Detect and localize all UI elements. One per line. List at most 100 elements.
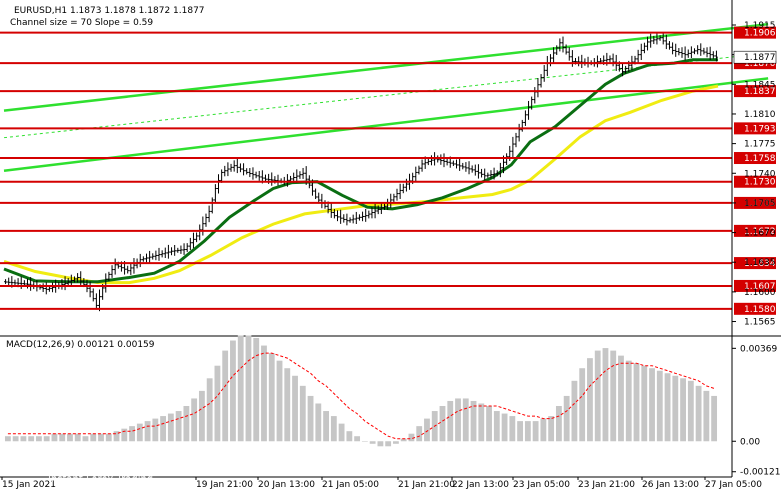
price-bar [51,282,55,293]
price-bar [555,45,559,56]
macd-histogram-bar [656,370,663,442]
macd-histogram-bar [455,398,461,442]
macd-histogram-bar [594,350,601,442]
price-bar [339,209,343,224]
price-bar [379,202,383,215]
level-badge-1.1793 [734,122,776,135]
watermark-brand: instaforex [42,445,167,474]
price-bar [329,202,333,218]
macd-histogram-bar [230,340,236,442]
macd-histogram-bar [579,368,586,442]
price-bar [72,276,76,283]
price-bar [464,162,468,172]
price-bar [539,74,543,88]
moving-average-slow-line [3,84,719,285]
price-bar [154,250,158,261]
macd-histogram-bar [12,436,19,442]
time-tick-label: 15 Jan 2021 [2,480,56,489]
macd-histogram-bar [369,441,376,444]
price-bar [483,168,487,181]
price-bar [348,217,352,223]
macd-histogram-bar [493,411,500,442]
time-tick-label: 20 Jan 13:00 [258,480,315,489]
price-bar [229,163,233,172]
price-bar [170,247,174,256]
price-bar [489,170,493,179]
price-bar [210,197,214,214]
macd-histogram-bar [346,431,353,442]
price-bar [523,110,527,126]
price-bar [354,211,358,225]
price-bar [714,50,718,62]
price-bar [470,165,474,173]
price-bar [693,48,697,55]
channel-line-3 [3,52,769,139]
price-bar [188,237,192,251]
watermark: instaforex Instant Forex Trading [9,445,167,485]
price-bar [382,203,386,210]
macd-histogram-bar [307,395,314,442]
price-bar [429,155,433,166]
macd-histogram-bar [424,418,430,442]
macd-histogram-bar [121,428,128,442]
price-bar [223,165,227,177]
macd-histogram-bar [649,368,655,442]
time-tick-label: 27 Jan 05:00 [705,480,762,489]
price-bar [4,279,8,285]
macd-histogram-bar [703,390,710,442]
price-bar [708,46,712,61]
price-bar [642,42,646,54]
level-label-1.1705: 1.1705 [744,199,776,209]
price-bar [655,33,659,45]
macd-histogram-bar [439,406,446,442]
price-bar [480,168,484,178]
price-bar [373,203,377,219]
macd-histogram-bar [416,426,423,442]
price-bar [664,34,668,50]
level-label-1.1730: 1.1730 [744,178,776,188]
channel-line-1 [3,22,769,112]
price-bar [517,123,521,142]
price-bar [129,262,133,275]
price-bar [217,174,221,194]
price-bar [608,55,612,63]
price-bar [511,136,515,157]
macd-histogram-bar [509,416,516,442]
price-bar [426,158,430,166]
macd-histogram-bar [625,360,632,442]
time-tick-label: 23 Jan 05:00 [513,480,570,489]
price-bar [113,258,117,275]
macd-histogram-bar [144,421,151,442]
macd-histogram-bar [680,378,686,442]
price-bar [179,245,183,254]
macd-histogram-bar [175,411,182,442]
price-bar [41,283,45,292]
macd-histogram-bar [28,436,35,442]
price-bar [476,164,480,179]
level-badge-1.1906 [734,26,776,39]
macd-histogram-bar [602,348,609,442]
price-bar [301,167,305,179]
macd-histogram-bar [292,375,298,442]
moving-averages [3,58,719,285]
price-bar [683,46,687,61]
price-bar [364,208,368,222]
time-tick-label: 22 Jan 13:00 [452,480,509,489]
price-bar [198,224,202,241]
price-bar [367,210,371,219]
macd-histogram-bar [641,365,648,442]
price-bar [639,43,643,61]
price-bar [455,159,459,169]
price-bar [220,169,224,183]
macd-histogram-bar [633,363,640,442]
macd-histogram-bar [268,353,275,442]
macd-histogram-bar [261,345,267,442]
current-price-label: 1.1877 [744,53,776,63]
price-bar [176,247,180,253]
macd-histogram-bar [587,358,593,442]
price-bar [674,43,678,57]
price-bar [251,167,255,180]
price-bar [620,62,624,77]
price-bar [439,154,443,165]
price-bar [160,250,164,258]
